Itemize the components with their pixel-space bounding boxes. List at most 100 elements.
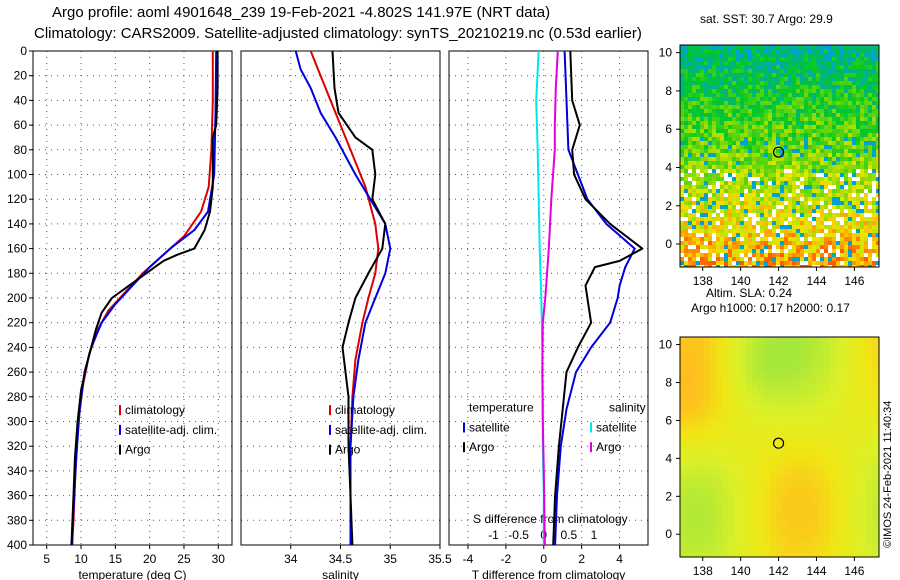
x-tick-label: -4 xyxy=(463,552,474,566)
series-line-temperature-satellite xyxy=(554,50,636,546)
legend-label: Argo xyxy=(596,440,622,454)
x-axis-label: salinity xyxy=(322,568,359,580)
map-field xyxy=(680,45,879,267)
y-tick-label: 240 xyxy=(7,340,27,354)
map-frame xyxy=(679,336,880,558)
legend-swatch xyxy=(329,444,331,455)
map-y-tick-label: 6 xyxy=(665,413,672,427)
map-x-tick-label: 144 xyxy=(806,274,826,288)
map-x-tick-label: 138 xyxy=(693,274,713,288)
x-tick-label: 10 xyxy=(74,552,88,566)
profile-panel-1: 0 20 40 60 80 100 120 140 160 180 200 220 240 260 280 3… xyxy=(7,44,233,580)
y-tick-label: 280 xyxy=(7,390,27,404)
legend-swatch xyxy=(463,422,465,433)
map-y-tick-label: 8 xyxy=(665,84,672,98)
legend-label: Argo xyxy=(125,443,151,457)
series-line-Argo xyxy=(70,51,219,546)
legend-label: Argo xyxy=(335,443,361,457)
y-tick-label: 260 xyxy=(7,365,27,379)
legend-swatch xyxy=(590,422,592,433)
x-tick-label: 34.5 xyxy=(329,552,353,566)
y-tick-label: 80 xyxy=(14,143,28,157)
x-tick-label: 0 xyxy=(540,552,547,566)
map-x-tick-label: 138 xyxy=(693,564,713,578)
x-tick-label: 34 xyxy=(284,552,298,566)
argo-position-marker xyxy=(772,146,785,158)
top-tick-label: 1 xyxy=(591,528,598,542)
legend-swatch xyxy=(119,424,121,435)
legend-swatch xyxy=(329,405,331,416)
plot-frame xyxy=(448,50,649,546)
x-tick-label: 25 xyxy=(177,552,191,566)
legend-swatch xyxy=(590,442,592,453)
profile-panels: 0204060801001201401601802002202402602803… xyxy=(7,44,649,580)
legend-label: satellite xyxy=(469,420,510,434)
y-tick-label: 0 xyxy=(20,44,27,58)
x-tick-label: 5 xyxy=(43,552,50,566)
map-y-tick-label: 0 xyxy=(665,237,672,251)
sst-map-title: sat. SST: 30.7 Argo: 29.9 xyxy=(700,12,833,26)
map-x-tick-label: 142 xyxy=(769,274,789,288)
x-tick-label: 35 xyxy=(384,552,398,566)
y-tick-label: 100 xyxy=(7,168,27,182)
map-y-tick-label: 0 xyxy=(665,527,672,541)
x-axis-label: T difference from climatology xyxy=(472,568,626,580)
series-line-Argo xyxy=(331,50,387,546)
legend-label: Argo xyxy=(469,440,495,454)
map-x-tick-label: 146 xyxy=(844,274,864,288)
legend-label: climatology xyxy=(125,403,185,417)
legend-label: satellite xyxy=(596,420,637,434)
header-line-2: Climatology: CARS2009. Satellite-adjuste… xyxy=(34,25,642,42)
sla-map: 138 140 142 144 146 0 2 4 6 8 10 xyxy=(659,336,880,578)
map-y-tick-label: 6 xyxy=(665,122,672,136)
map-frame xyxy=(679,44,880,268)
x-tick-label: 15 xyxy=(109,552,123,566)
y-tick-label: 60 xyxy=(14,118,28,132)
sst-map: 138 140 142 144 146 0 2 4 6 8 10 xyxy=(659,44,880,288)
y-tick-label: 300 xyxy=(7,415,27,429)
y-tick-label: 360 xyxy=(7,489,27,503)
x-tick-label: 20 xyxy=(143,552,157,566)
map-x-tick-label: 140 xyxy=(731,564,751,578)
map-x-tick-label: 142 xyxy=(769,564,789,578)
series-line-temperature-Argo xyxy=(552,50,644,546)
legend-label: climatology xyxy=(335,403,395,417)
map-x-tick-label: 146 xyxy=(844,564,864,578)
sla-map-subtitle: Argo h1000: 0.17 h2000: 0.17 xyxy=(691,301,850,315)
legend-swatch xyxy=(463,442,465,453)
y-tick-label: 380 xyxy=(7,513,27,527)
x-tick-label: -2 xyxy=(501,552,512,566)
legend-group-title: salinity xyxy=(609,401,646,415)
y-tick-label: 180 xyxy=(7,266,27,280)
y-tick-label: 400 xyxy=(7,538,27,552)
map-y-tick-label: 2 xyxy=(665,489,672,503)
argo-position-marker xyxy=(772,437,785,449)
map-y-tick-label: 2 xyxy=(665,199,672,213)
x-tick-label: 4 xyxy=(616,552,623,566)
x-tick-label: 2 xyxy=(578,552,585,566)
map-x-tick-label: 140 xyxy=(731,274,751,288)
series-line-satellite-adj.-clim. xyxy=(294,50,392,545)
map-y-tick-label: 10 xyxy=(659,46,673,60)
top-tick-label: 0.5 xyxy=(561,528,578,542)
y-tick-label: 140 xyxy=(7,217,27,231)
x-axis-label: temperature (deg C) xyxy=(78,568,186,580)
map-field xyxy=(680,337,879,557)
legend-group-title: temperature xyxy=(469,401,534,415)
series-line-salinity-Argo xyxy=(541,50,559,546)
sla-map-title: Altim. SLA: 0.24 xyxy=(706,286,793,300)
series-line-climatology xyxy=(309,50,380,545)
map-y-tick-label: 8 xyxy=(665,376,672,390)
header-line-1: Argo profile: aoml 4901648_239 19-Feb-20… xyxy=(52,4,551,21)
y-tick-label: 200 xyxy=(7,291,27,305)
legend-swatch xyxy=(329,424,331,435)
y-tick-label: 320 xyxy=(7,439,27,453)
top-axis-label: S difference from climatology xyxy=(473,512,628,526)
legend-swatch xyxy=(119,405,121,416)
x-tick-label: 30 xyxy=(212,552,226,566)
legend-label: satellite-adj. clim. xyxy=(335,423,427,437)
top-tick-label: -1 xyxy=(488,528,499,542)
map-panels: 138 140 142 144 146 0 2 4 6 8 10 138 140 142 144 146 0 2 4… xyxy=(659,44,880,578)
map-y-tick-label: 4 xyxy=(665,451,672,465)
